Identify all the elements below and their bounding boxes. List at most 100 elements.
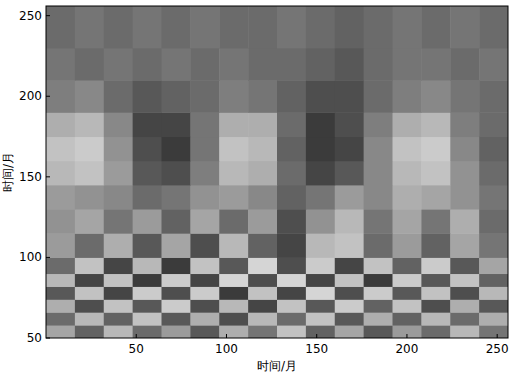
cell xyxy=(306,161,335,186)
cell xyxy=(133,274,162,287)
cell xyxy=(219,6,248,48)
cell xyxy=(248,233,277,258)
cell xyxy=(479,161,508,186)
cell xyxy=(450,209,479,234)
cell xyxy=(364,325,393,338)
cell xyxy=(479,325,508,338)
cell xyxy=(306,233,335,258)
y-tick xyxy=(46,15,50,16)
frame xyxy=(46,6,508,338)
cell xyxy=(133,80,162,113)
cell xyxy=(306,112,335,137)
cell xyxy=(450,274,479,287)
y-tick xyxy=(46,338,50,339)
cell xyxy=(75,312,104,325)
cell xyxy=(277,48,306,81)
x-tick-label: 100 xyxy=(215,342,238,356)
cell xyxy=(133,6,162,48)
x-tick xyxy=(226,334,227,338)
cell xyxy=(104,6,133,48)
cell xyxy=(335,48,364,81)
cell xyxy=(450,325,479,338)
cell xyxy=(421,274,450,287)
cell xyxy=(335,233,364,258)
cell xyxy=(46,6,75,48)
cell xyxy=(450,137,479,162)
cell xyxy=(277,161,306,186)
cell xyxy=(190,137,219,162)
cell xyxy=(162,161,191,186)
cell xyxy=(219,286,248,299)
cell xyxy=(364,209,393,234)
cell xyxy=(421,112,450,137)
cell xyxy=(393,325,422,338)
cell xyxy=(335,161,364,186)
cell xyxy=(46,48,75,81)
cell xyxy=(479,274,508,287)
cell xyxy=(162,299,191,312)
x-tick-label: 250 xyxy=(486,342,509,356)
cell xyxy=(162,286,191,299)
cell xyxy=(104,48,133,81)
x-tick xyxy=(316,334,317,338)
cell xyxy=(219,233,248,258)
cell xyxy=(479,48,508,81)
cell xyxy=(75,257,104,274)
cell xyxy=(219,80,248,113)
cell xyxy=(190,185,219,210)
cell xyxy=(46,112,75,137)
cell xyxy=(335,286,364,299)
cell xyxy=(133,112,162,137)
cell xyxy=(277,274,306,287)
cell xyxy=(104,161,133,186)
cell xyxy=(219,112,248,137)
cell xyxy=(421,161,450,186)
cell xyxy=(75,325,104,338)
cell xyxy=(104,185,133,210)
cell xyxy=(133,325,162,338)
cell xyxy=(479,233,508,258)
cell xyxy=(219,137,248,162)
cell xyxy=(219,185,248,210)
cell xyxy=(219,325,248,338)
cell xyxy=(190,6,219,48)
cell xyxy=(364,80,393,113)
cell xyxy=(421,286,450,299)
cell xyxy=(104,299,133,312)
cell xyxy=(479,80,508,113)
cell xyxy=(277,233,306,258)
cell xyxy=(248,325,277,338)
cell xyxy=(190,286,219,299)
cell xyxy=(248,257,277,274)
cell xyxy=(393,161,422,186)
cell xyxy=(306,6,335,48)
cell xyxy=(104,112,133,137)
cell xyxy=(104,80,133,113)
cell xyxy=(335,209,364,234)
cell xyxy=(162,80,191,113)
cell xyxy=(219,299,248,312)
cell xyxy=(479,137,508,162)
cell xyxy=(248,286,277,299)
cell xyxy=(75,274,104,287)
cell xyxy=(364,112,393,137)
cell xyxy=(335,299,364,312)
cell xyxy=(219,274,248,287)
cell xyxy=(479,257,508,274)
cell xyxy=(133,286,162,299)
cell xyxy=(46,161,75,186)
cell xyxy=(162,48,191,81)
cell xyxy=(450,257,479,274)
cell xyxy=(277,209,306,234)
cell xyxy=(393,312,422,325)
cell xyxy=(393,137,422,162)
y-tick-label: 150 xyxy=(19,170,42,184)
cell xyxy=(393,48,422,81)
cell xyxy=(364,257,393,274)
cell xyxy=(277,6,306,48)
cell xyxy=(306,325,335,338)
cell xyxy=(248,6,277,48)
cell xyxy=(421,233,450,258)
cells xyxy=(46,6,508,338)
cell xyxy=(335,6,364,48)
